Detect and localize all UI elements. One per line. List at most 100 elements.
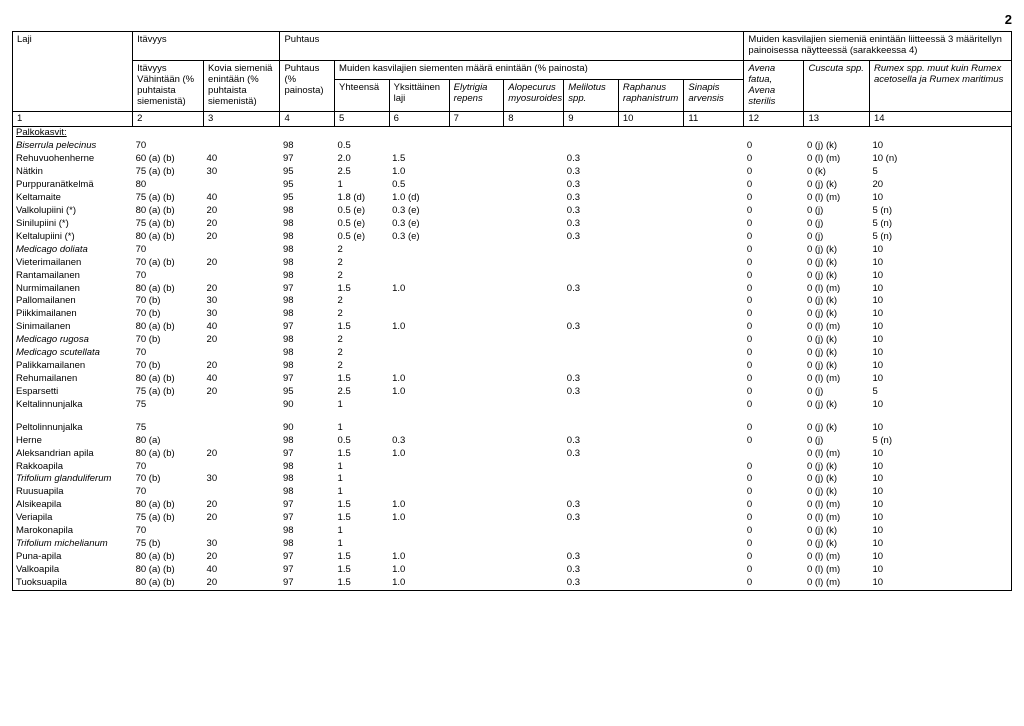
cell: 0 [744,422,804,435]
cell: 0.3 [564,166,619,179]
col-itavyys: Itävyys [133,32,280,61]
cell [684,231,744,244]
cell: 0 [744,231,804,244]
cell: 1.0 [389,499,449,512]
cell [449,538,504,551]
cell [684,218,744,231]
cell [684,244,744,257]
cell: 10 [869,461,1011,474]
col-number: 1 [13,111,133,127]
cell [204,486,280,499]
cell: 0.3 [564,179,619,192]
cell: 0 (l) (m) [804,153,870,166]
cell [684,435,744,448]
cell [389,140,449,153]
cell: 1.0 [389,551,449,564]
cell: 5 (n) [869,205,1011,218]
cell: Tuoksuapila [13,577,133,590]
cell [564,461,619,474]
cell: 0 [744,499,804,512]
cell: 60 (a) (b) [133,153,204,166]
cell: 98 [280,140,335,153]
cell: 2.5 [335,386,390,399]
cell [618,499,684,512]
table-row: Vieterimailanen70 (a) (b)2098200 (j) (k)… [13,257,1012,270]
table-row: Alsikeapila80 (a) (b)20971.51.00.300 (l)… [13,499,1012,512]
cell [564,473,619,486]
cell: 80 (a) (b) [133,577,204,590]
cell: 0 (l) (m) [804,512,870,525]
cell: Piikkimailanen [13,308,133,321]
table-row: Marokonapila7098100 (j) (k)10 [13,525,1012,538]
cell: 0 [744,373,804,386]
cell [564,308,619,321]
cell: 98 [280,270,335,283]
col-number: 10 [618,111,684,127]
col-elytrigia: Elytrigia repens [449,80,504,111]
cell: 0 (j) [804,435,870,448]
cell: 20 [204,512,280,525]
cell: 10 [869,499,1011,512]
cell: 10 [869,577,1011,590]
cell [449,140,504,153]
cell [684,153,744,166]
cell: 0 (l) (m) [804,192,870,205]
cell: 80 (a) (b) [133,564,204,577]
cell: 90 [280,422,335,435]
cell: 0 [744,166,804,179]
cell: 80 (a) (b) [133,231,204,244]
col-number: 6 [389,111,449,127]
cell [684,399,744,412]
cell: 10 [869,308,1011,321]
cell [684,205,744,218]
cell: 98 [280,231,335,244]
cell [449,373,504,386]
cell: 1.5 [335,564,390,577]
cell [389,295,449,308]
cell: 2 [335,244,390,257]
cell: 0 (j) (k) [804,360,870,373]
cell: 97 [280,153,335,166]
cell: 1.0 [389,564,449,577]
cell: 10 [869,244,1011,257]
cell: 70 [133,244,204,257]
cell: 0 (j) (k) [804,473,870,486]
cell: 75 (b) [133,538,204,551]
cell: 0 (l) (m) [804,321,870,334]
cell: 0 [744,244,804,257]
table-row: Biserrula pelecinus70980.500 (j) (k)10 [13,140,1012,153]
cell: 40 [204,192,280,205]
cell [449,295,504,308]
col-avena: Avena fatua, Avena sterilis [744,60,804,111]
cell [618,448,684,461]
table-row: Purppuranätkelmä809510.50.300 (j) (k)20 [13,179,1012,192]
table-row: Nurmimailanen80 (a) (b)20971.51.00.300 (… [13,283,1012,296]
cell: 0 [744,270,804,283]
cell: 30 [204,473,280,486]
cell [618,422,684,435]
cell: 98 [280,218,335,231]
cell: 1 [335,486,390,499]
cell [504,321,564,334]
cell [449,422,504,435]
cell: 2.5 [335,166,390,179]
col-muiden-siementen: Muiden kasvilajien siementen määrä enint… [335,60,744,79]
cell [564,525,619,538]
cell [618,205,684,218]
cell: 97 [280,283,335,296]
cell: 0.3 [564,153,619,166]
cell [389,244,449,257]
cell: 0 [744,473,804,486]
cell [389,473,449,486]
cell: 20 [869,179,1011,192]
cell: 20 [204,231,280,244]
cell [504,295,564,308]
cell [618,218,684,231]
table-row: Keltamaite75 (a) (b)40951.8 (d)1.0 (d)0.… [13,192,1012,205]
cell [618,153,684,166]
cell: 1.0 [389,373,449,386]
cell [449,360,504,373]
cell: 0.3 [564,218,619,231]
cell [564,244,619,257]
cell [204,179,280,192]
